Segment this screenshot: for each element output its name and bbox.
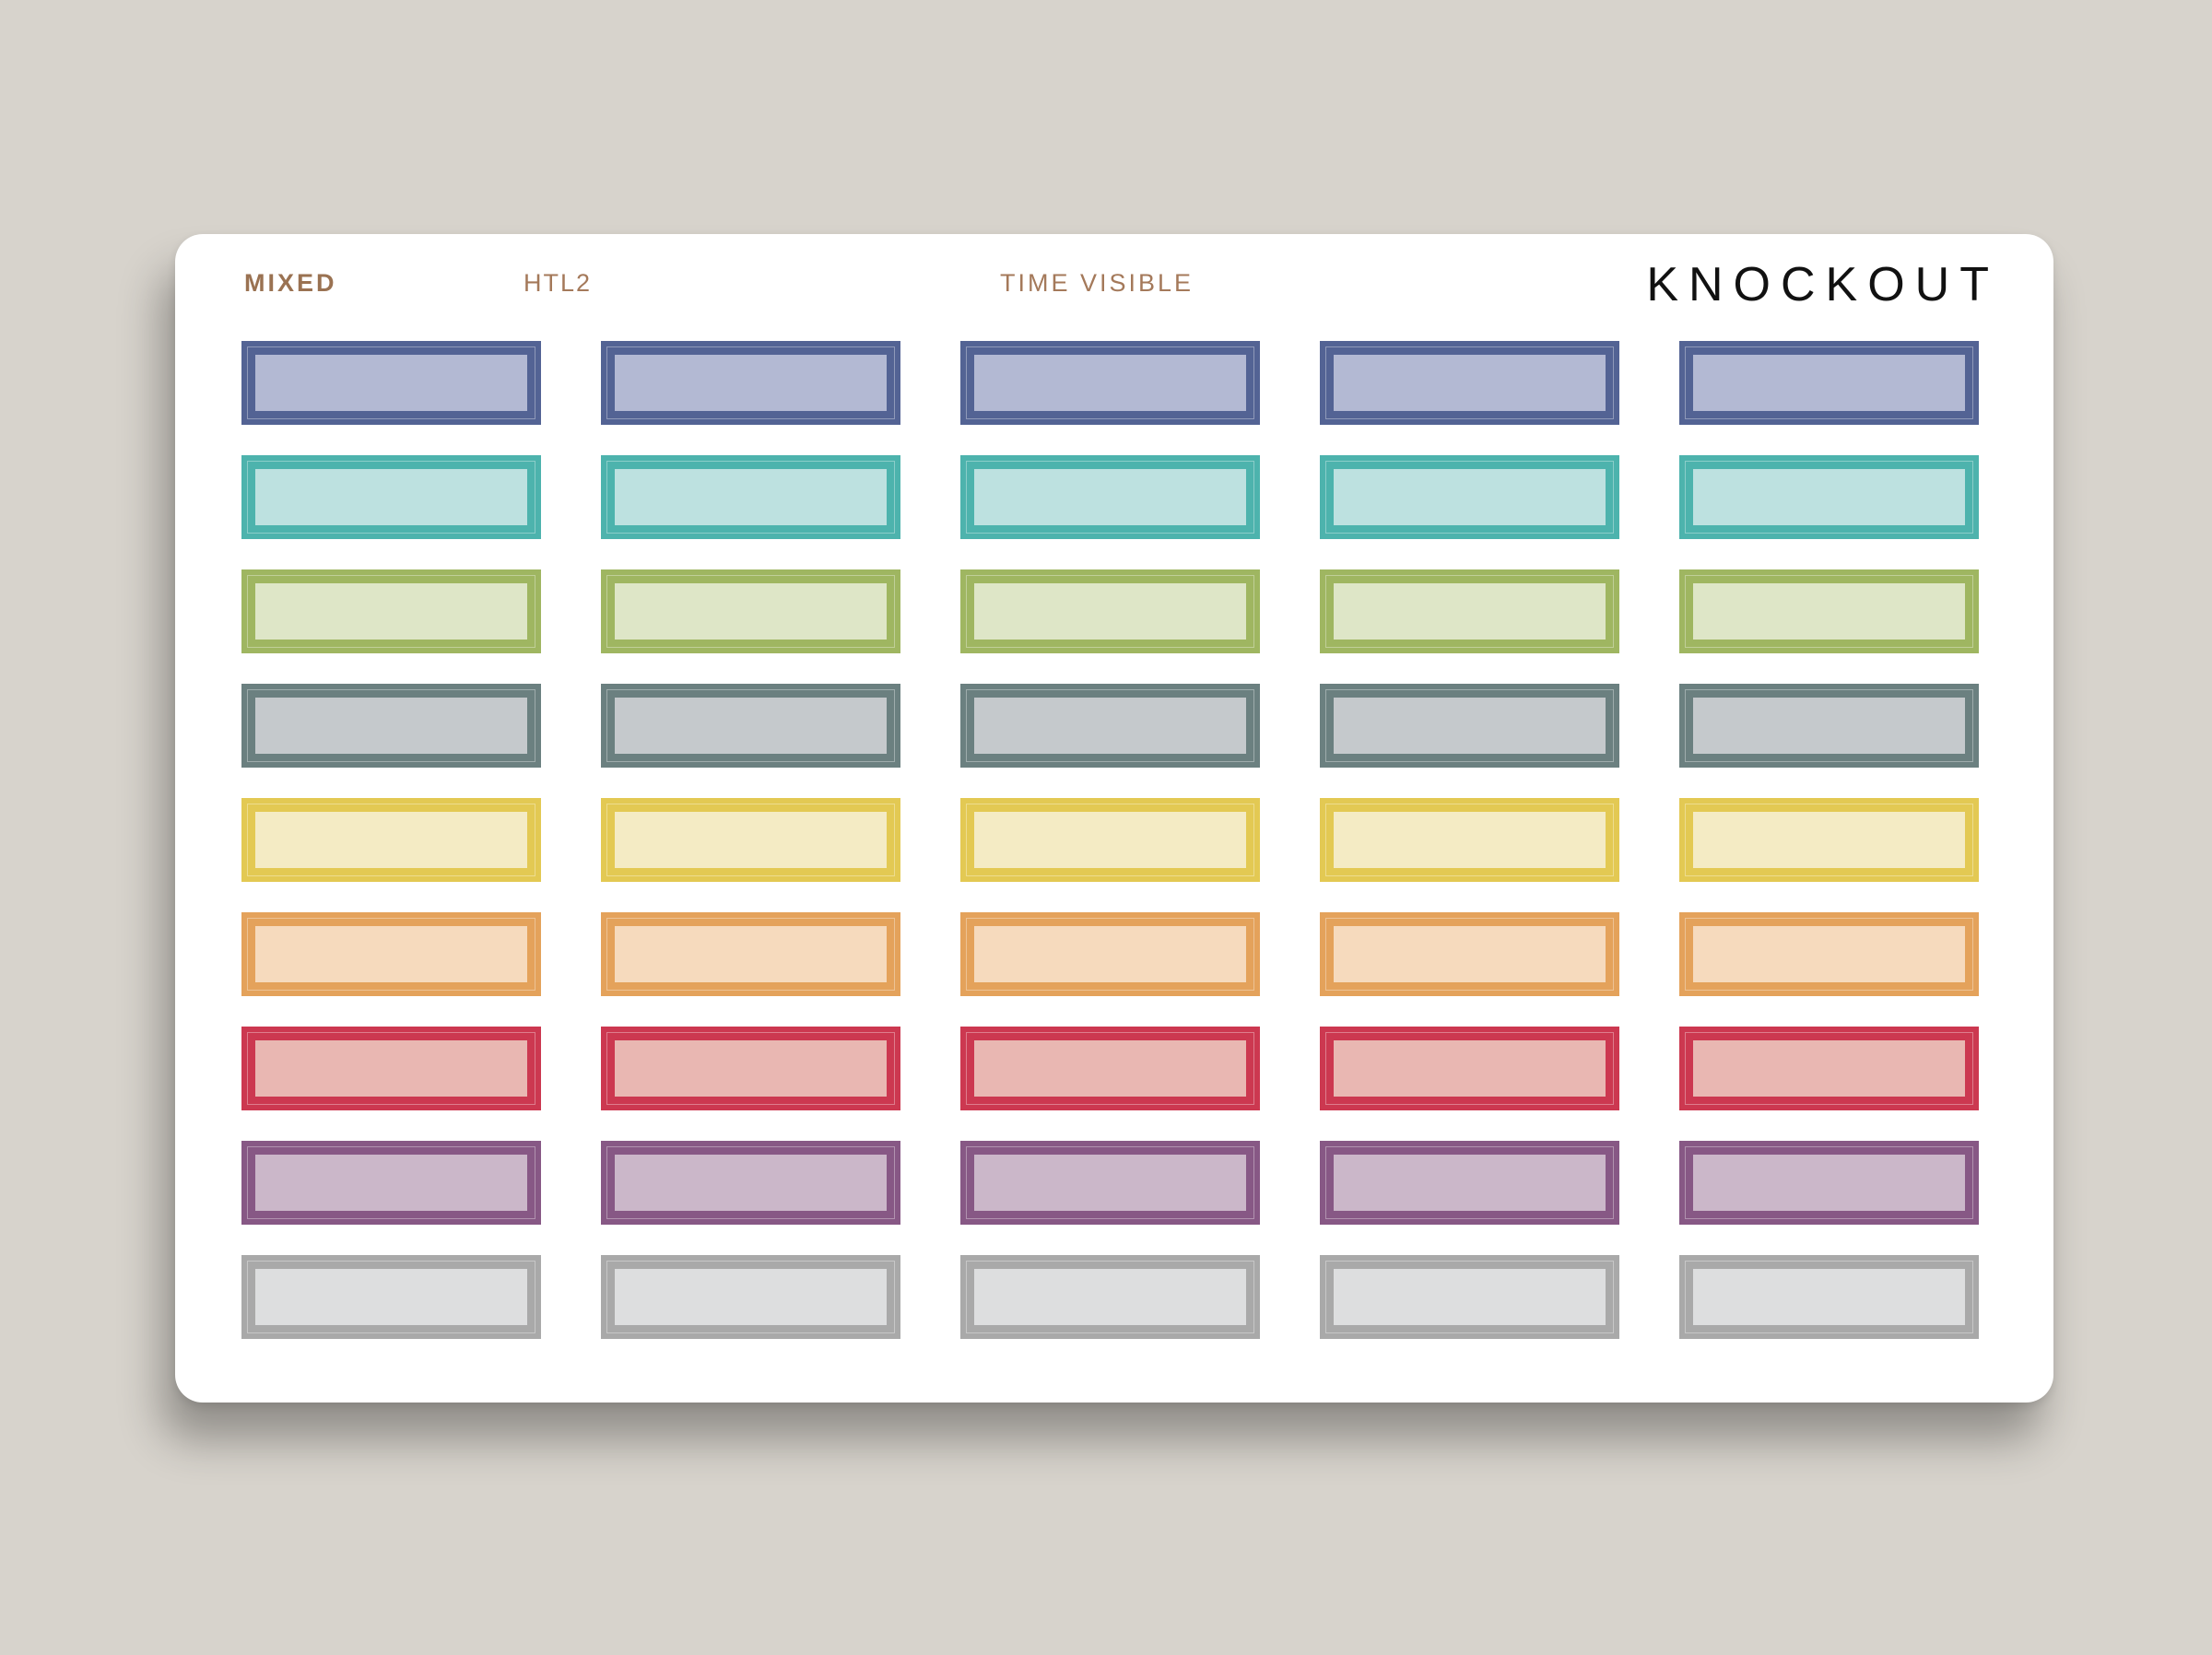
sticker-yellow — [960, 798, 1260, 882]
sticker-green — [1679, 569, 1979, 653]
sticker-slate — [960, 684, 1260, 768]
sticker-red — [960, 1027, 1260, 1110]
sticker-sheet: MIXED HTL2 TIME VISIBLE KNOCKOUT — [175, 234, 2053, 1403]
sticker-green — [1320, 569, 1619, 653]
sticker-yellow — [241, 798, 541, 882]
sticker-gray — [960, 1255, 1260, 1339]
sticker-gray — [1320, 1255, 1619, 1339]
sticker-yellow — [1320, 798, 1619, 882]
sticker-red — [601, 1027, 900, 1110]
sticker-orange — [241, 912, 541, 996]
sticker-orange — [1320, 912, 1619, 996]
sticker-teal — [1679, 455, 1979, 539]
sticker-yellow — [1679, 798, 1979, 882]
sticker-teal — [241, 455, 541, 539]
sticker-gray — [601, 1255, 900, 1339]
sticker-purple — [960, 1141, 1260, 1225]
sticker-blue — [1679, 341, 1979, 425]
sticker-orange — [601, 912, 900, 996]
sticker-gray — [241, 1255, 541, 1339]
sticker-purple — [1320, 1141, 1619, 1225]
sticker-yellow — [601, 798, 900, 882]
category-label: MIXED — [244, 271, 337, 296]
sticker-grid — [241, 341, 1979, 1339]
product-code: HTL2 — [524, 271, 592, 296]
sticker-slate — [241, 684, 541, 768]
sticker-green — [601, 569, 900, 653]
sticker-purple — [601, 1141, 900, 1225]
sticker-green — [960, 569, 1260, 653]
sticker-orange — [1679, 912, 1979, 996]
sticker-green — [241, 569, 541, 653]
sticker-red — [1320, 1027, 1619, 1110]
sticker-slate — [1679, 684, 1979, 768]
sticker-purple — [1679, 1141, 1979, 1225]
sticker-teal — [960, 455, 1260, 539]
sticker-red — [241, 1027, 541, 1110]
sticker-purple — [241, 1141, 541, 1225]
sticker-blue — [601, 341, 900, 425]
sticker-teal — [601, 455, 900, 539]
sticker-slate — [1320, 684, 1619, 768]
sticker-slate — [601, 684, 900, 768]
sticker-blue — [1320, 341, 1619, 425]
sticker-red — [1679, 1027, 1979, 1110]
variant-note: TIME VISIBLE — [1000, 271, 1194, 296]
sticker-orange — [960, 912, 1260, 996]
sticker-blue — [960, 341, 1260, 425]
sticker-gray — [1679, 1255, 1979, 1339]
brand-wordmark: KNOCKOUT — [1646, 261, 1999, 309]
sticker-teal — [1320, 455, 1619, 539]
sticker-blue — [241, 341, 541, 425]
